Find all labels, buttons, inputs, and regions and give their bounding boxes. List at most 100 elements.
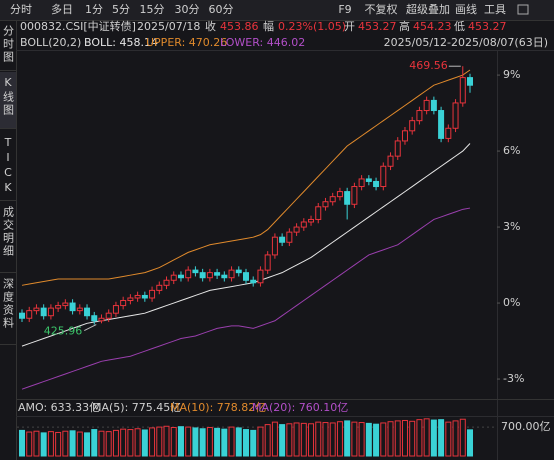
candle-body — [409, 120, 416, 132]
volume-bar — [373, 423, 380, 457]
volume-bar — [235, 427, 242, 457]
tool-button[interactable]: F9 — [338, 3, 351, 16]
volume-bar — [26, 431, 33, 457]
settings-icon[interactable] — [517, 4, 529, 15]
candle-body — [62, 302, 69, 307]
date-range: 2025/05/12-2025/08/07(63日) — [384, 36, 548, 49]
candle-body — [69, 302, 76, 312]
volume-ma5: MA(5): 775.45亿 — [92, 401, 181, 414]
volume-bar — [221, 428, 228, 457]
volume-bar — [336, 421, 343, 457]
sidebar-item[interactable]: 深度资料 — [2, 278, 15, 330]
tab[interactable]: 30分 — [175, 3, 200, 16]
volume-bar — [467, 429, 473, 457]
y-tick-label: 9% — [503, 68, 520, 81]
volume-bar — [344, 420, 351, 457]
volume-bar — [112, 429, 119, 457]
candle-body — [47, 307, 54, 317]
candle-body — [163, 279, 170, 286]
volume-bar — [365, 422, 372, 457]
volume-bar — [156, 426, 163, 457]
tool-button[interactable]: 工具 — [484, 3, 506, 16]
candle-body — [120, 300, 127, 307]
tab[interactable]: 60分 — [209, 3, 234, 16]
candle-body — [394, 140, 401, 157]
volume-bar — [445, 421, 452, 457]
volume-bar — [98, 430, 105, 457]
upper-value: UPPER: 470.26 — [146, 36, 227, 49]
toolbar — [0, 0, 554, 20]
volume-bar — [192, 427, 199, 457]
volume-bar — [19, 429, 25, 457]
y-tick-label: 0% — [503, 296, 520, 309]
candle-body — [134, 294, 141, 299]
sidebar-item[interactable]: 分时图 — [2, 25, 15, 64]
volume-bar — [286, 423, 293, 457]
code: 000832.CSI[中证转债] — [20, 19, 136, 33]
sidebar-item[interactable]: K线图 — [2, 76, 15, 117]
candle-body — [221, 274, 228, 279]
candle-body — [430, 99, 437, 112]
volume-bar — [243, 429, 249, 457]
candle-body — [308, 218, 315, 223]
volume-bar — [257, 426, 264, 457]
volume-bar — [33, 430, 40, 457]
candle-body — [243, 272, 249, 281]
candle-body — [351, 186, 358, 205]
open-label: 开 — [344, 20, 355, 33]
low-pointer — [84, 324, 97, 332]
tool-button[interactable]: 不复权 — [365, 2, 398, 16]
candle-body — [112, 305, 119, 314]
change-label: 幅 — [263, 20, 274, 33]
candle-body — [199, 272, 206, 279]
candle-body — [257, 269, 264, 284]
volume-bar — [452, 420, 459, 457]
volume-bar — [69, 430, 76, 457]
volume-bar — [127, 429, 134, 457]
volume-bar — [47, 431, 54, 457]
sidebar-item[interactable]: TICK — [2, 136, 15, 196]
volume-bar — [185, 426, 192, 457]
candle-body — [286, 231, 293, 243]
sidebar-item[interactable]: 成交明细 — [2, 206, 15, 258]
y-tick-label: 700.00亿 — [501, 420, 551, 433]
tab[interactable]: 15分 — [140, 3, 165, 16]
candle-body — [127, 297, 134, 302]
high: 454.23 — [413, 20, 452, 33]
candle-body — [300, 221, 307, 228]
volume-bar — [322, 422, 329, 457]
volume-bar — [40, 432, 47, 457]
candle-body — [76, 307, 83, 312]
volume-bar — [409, 420, 416, 457]
tab[interactable]: 分时 — [10, 3, 32, 16]
volume-bar — [91, 429, 98, 457]
boll-line — [21, 207, 471, 390]
candle-body — [235, 269, 242, 274]
candle-body — [365, 178, 372, 182]
tab[interactable]: 5分 — [112, 3, 130, 16]
candle-body — [19, 312, 25, 319]
tool-button[interactable]: 超级叠加 — [406, 2, 450, 16]
candle-body — [279, 236, 286, 243]
tab[interactable]: 多日 — [51, 2, 73, 16]
volume-bar — [105, 431, 112, 457]
candle-body — [322, 201, 329, 208]
tab[interactable]: 1分 — [85, 3, 103, 16]
volume-bar — [149, 427, 156, 457]
volume-bar — [459, 418, 466, 457]
candle-body — [206, 272, 213, 279]
volume-bar — [271, 421, 278, 457]
volume-bar — [76, 431, 83, 457]
candle-body — [315, 206, 322, 220]
volume-bar — [250, 429, 257, 457]
volume-bar — [394, 420, 401, 457]
tool-button[interactable]: 画线 — [455, 2, 477, 16]
indicator-name: BOLL(20,2) — [20, 36, 81, 49]
candle-body — [91, 315, 98, 322]
low-label: 低 — [454, 20, 465, 33]
change: 0.23%(1.05) — [278, 20, 346, 33]
volume-bar — [387, 421, 394, 457]
sidebar-selected — [0, 72, 16, 128]
